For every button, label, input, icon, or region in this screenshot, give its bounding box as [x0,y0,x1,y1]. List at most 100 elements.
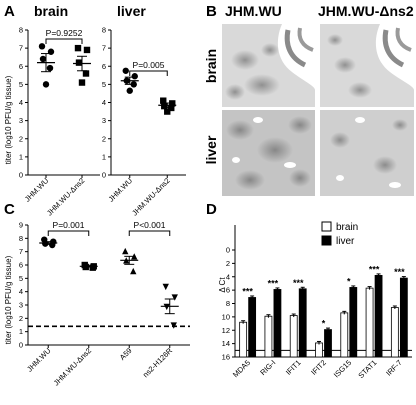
panel-c-ytick-label: 5 [19,274,23,283]
brain-ytick-label: 4 [19,98,23,107]
panel-c-ylabel: titer (log10 PFU/g tissue) [4,255,13,344]
brain-ytick-label: 0 [19,171,23,180]
panel-d-ytick-label: 14 [222,339,230,348]
panel-b-micrographs: JHM.WU JHM.WU-Δns2 brain liver [203,3,414,196]
panel-c-ytick-label: 8 [19,234,23,243]
micrograph-col-jhm-wu-dns2: JHM.WU-Δns2 [318,3,414,19]
brain-data-point [74,44,82,52]
panel-c-category-label: JHM.WU-Δns2 [52,346,93,387]
liver-significance-bracket [129,70,168,76]
brain-data-point [75,59,83,66]
micrograph-liver-jhm-wu [222,110,315,196]
panel-d-ytick-label: 8 [226,299,230,308]
brain-ytick-label: 8 [19,26,23,35]
panel-d-bar-brain [390,307,399,358]
brain-ytick-label: 2 [19,134,23,143]
liver-data-point [164,108,171,115]
liver-data-point [168,104,175,112]
panel-label-a: A [4,3,15,20]
panel-d-bar-brain [289,315,298,358]
brain-ytick-label: 7 [19,44,23,53]
brain-p-value: P=0.9252 [46,28,83,38]
liver-ytick-label: 4 [102,98,106,107]
panel-d-ytick-label: 4 [226,272,230,281]
liver-data-point [122,67,129,74]
panel-d-bar-liver [248,297,257,358]
brain-category-label: JHM.WU [23,176,51,204]
liver-category-label: JHM.WU [107,176,135,204]
brain-category-label: JHM.WU-Δns2 [45,176,86,217]
liver-p-value: P=0.005 [133,60,165,70]
legend-swatch-liver [321,235,332,246]
brain-ytick-label: 1 [19,152,23,161]
liver-category-label: JHM.WU-Δns2 [130,176,171,217]
liver-ytick-label: 5 [102,80,106,89]
panel-d-bar-brain [239,321,248,358]
brain-data-point [38,43,46,50]
panel-d-bar-liver [374,275,383,358]
panel-d-bar-brain [264,315,273,358]
micrograph-row-brain: brain [203,49,219,83]
micrograph-col-jhm-wu: JHM.WU [225,3,282,19]
panel-c-data-point [130,267,137,275]
liver-chart-title: liver [117,3,146,19]
panel-d-category-label: RIG-I [258,358,277,377]
panel-d-ytick-label: 6 [226,286,230,295]
micrograph-liver-jhm-wu-dns2 [320,110,414,196]
panel-d-significance: *** [293,278,304,288]
panel-d-bar-brain [315,342,323,358]
brain-ytick-label: 5 [19,80,23,89]
panel-d-bar-liver [273,289,282,358]
panel-c-bracket-2 [128,230,171,236]
brain-significance-bracket [45,38,83,44]
panel-d-significance: *** [268,278,279,288]
liver-data-point [161,102,168,110]
brain-ytick-label: 3 [19,116,23,125]
brain-ytick-label: 6 [19,62,23,71]
panel-c-data-point [162,283,169,291]
micrograph-row-liver: liver [203,135,219,164]
panel-c-p-value-1: P=0.001 [53,220,85,230]
legend-label-liver: liver [336,236,355,247]
brain-chart-title: brain [34,3,68,19]
panel-c-category-label: JHM.WU [25,346,53,374]
panel-c-category-label: ns2-H126R [141,346,175,380]
panel-c-bracket-1 [47,230,90,236]
panel-c-ytick-label: 2 [19,314,23,323]
panel-d-category-label: IRF-7 [384,358,404,378]
brain-data-point [39,55,47,63]
panel-d-significance: *** [394,267,405,277]
panel-c-data-point [171,294,178,301]
panel-c-data-point [89,264,96,271]
liver-data-point [126,87,133,94]
liver-ytick-label: 7 [102,44,106,53]
brain-data-point [46,64,54,72]
panel-d-bar-liver [298,288,307,358]
panel-c-ytick-label: 7 [19,247,23,256]
panel-c-chart: titer (log10 PFU/g tissue) 0 1 2 3 4 5 6 7 8 9 JHM… [4,220,190,387]
brain-data-point [82,70,90,77]
brain-data-point [42,81,50,88]
panel-d-ytick-label: 16 [222,353,230,362]
panel-c-ytick-label: 0 [19,341,23,350]
panel-c-ytick-label: 9 [19,221,23,230]
liver-ytick-label: 0 [102,171,106,180]
panel-a-ylabel: titer (log10 PFU/g tissue) [4,75,13,164]
panel-d-bar-brain [365,287,374,358]
liver-ytick-label: 1 [102,152,106,161]
liver-ytick-label: 3 [102,116,106,125]
panel-d-category-label: IFIT1 [284,358,303,377]
liver-data-point [160,97,167,104]
liver-ytick-label: 6 [102,62,106,71]
panel-d-ylabel: Δ Ct [218,277,227,293]
panel-d-category-label: STAT1 [356,358,378,380]
panel-c-ytick-label: 3 [19,301,23,310]
panel-label-c: C [4,201,15,218]
panel-c-category-label: A59 [118,346,134,362]
panel-c-data-point [122,247,129,255]
panel-d-ytick-label: 2 [226,259,230,268]
panel-d-ytick-label: 12 [222,326,230,335]
liver-ytick-label: 2 [102,134,106,143]
brain-data-point [83,46,91,54]
